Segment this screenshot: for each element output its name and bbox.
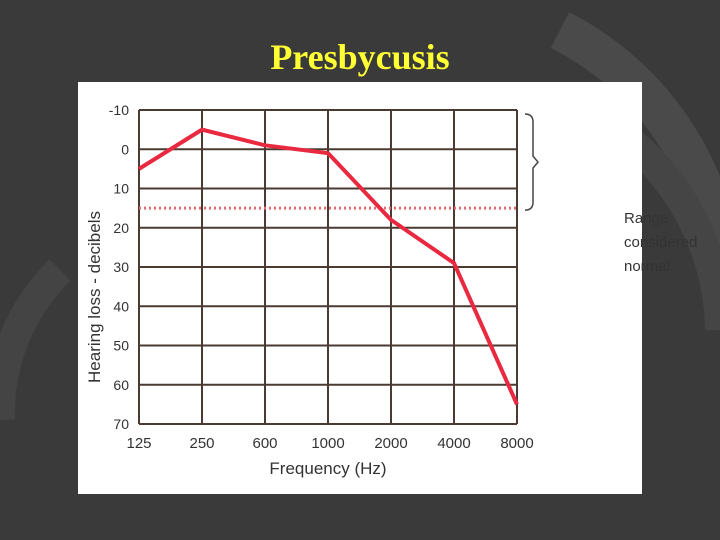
x-tick-label-1: 250	[189, 435, 214, 452]
annotation-line-1: Range	[624, 210, 669, 227]
normal-range-brace	[524, 113, 539, 211]
slide-title: Presbycusis	[270, 37, 450, 77]
normal-range-annotation: Range considered normal.	[624, 207, 697, 279]
y-tick-label-7: 60	[113, 377, 129, 393]
x-tick-label-3: 1000	[311, 435, 344, 452]
y-tick-label-1: 0	[121, 141, 129, 157]
grid	[138, 109, 518, 425]
y-axis-ticks: -10 0 10 20 30 40 50 60 70	[109, 102, 129, 432]
hearing-loss-series-line	[137, 127, 519, 406]
y-tick-label-8: 70	[113, 416, 129, 432]
x-axis-ticks: 125 250 600 1000 2000 4000 8000	[126, 435, 533, 452]
annotation-line-3: normal.	[624, 258, 675, 275]
x-tick-label-4: 2000	[374, 435, 407, 452]
x-axis-label: Frequency (Hz)	[269, 459, 386, 478]
audiogram-chart: -10 0 10 20 30 40 50 60 70 125 250 600 1000 2000 4000…	[85, 102, 539, 478]
annotation-line-2: considered	[624, 234, 698, 251]
audiogram-panel: -10 0 10 20 30 40 50 60 70 125 250 600 1000 2000 4000…	[78, 82, 697, 494]
y-tick-label-3: 20	[113, 220, 129, 236]
y-tick-label-2: 10	[113, 181, 129, 197]
y-tick-label-6: 50	[113, 338, 129, 354]
x-tick-label-5: 4000	[437, 435, 470, 452]
x-tick-label-0: 125	[126, 435, 151, 452]
y-axis-label: Hearing loss - decibels	[85, 211, 104, 383]
y-tick-label-0: -10	[109, 102, 129, 118]
y-tick-label-5: 40	[113, 298, 129, 314]
x-tick-label-2: 600	[252, 435, 277, 452]
y-tick-label-4: 30	[113, 259, 129, 275]
x-tick-label-6: 8000	[500, 435, 533, 452]
